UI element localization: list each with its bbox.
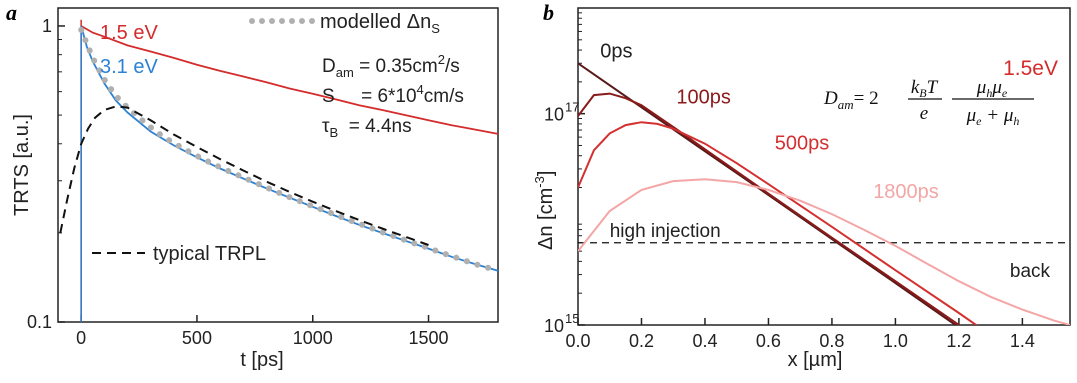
panel-b-y-tick-exponent: 15 xyxy=(565,311,579,326)
formula-frac2-den-mu1: μ xyxy=(966,105,977,126)
label-500ps: 500ps xyxy=(775,132,830,154)
panel-a-letter: a xyxy=(6,0,17,25)
panel-a-x-tick-label: 0 xyxy=(76,328,86,348)
panel-a-ticks: 0 500 1000 1500 0.1 1 xyxy=(27,16,449,348)
panel-a-x-axis-title: t [ps] xyxy=(240,349,283,371)
legend-modelled-dot xyxy=(249,18,255,24)
profile-1800ps xyxy=(578,178,1070,325)
annotation-tau-sym: τ xyxy=(322,116,330,137)
panel-b-y-tick-label: 10 xyxy=(544,316,564,336)
panel-a-frame xyxy=(57,7,499,323)
formula-frac2-den-sub1: e xyxy=(976,114,982,128)
legend-modelled-dot xyxy=(289,18,295,24)
panel-a-y-axis-title: TRTS [a.u.] xyxy=(11,114,33,216)
panel-a-y-tick-label: 1 xyxy=(42,16,52,36)
panel-a-x-tick-label: 1000 xyxy=(293,328,333,348)
label-back: back xyxy=(1010,261,1051,282)
panel-b-y-axis-title-main: Δn [cm xyxy=(535,188,557,250)
formula-frac2-num-mu2: μ xyxy=(991,77,1002,98)
formula-frac1-num-sub: B xyxy=(919,86,927,100)
formula-frac1-num-k: k xyxy=(911,77,920,98)
panel-b-y-axis-title-sup: -3 xyxy=(532,176,547,188)
panel-b-y-axis-title-tail: ] xyxy=(535,171,557,177)
panel-b-series: 0ps 100ps 500ps 1800ps high injection xyxy=(578,41,1070,325)
panel-b-x-tick-label: 0.8 xyxy=(819,331,844,351)
panel-b-x-tick-label: 1.4 xyxy=(1010,331,1035,351)
panel-b-frame xyxy=(577,7,1071,326)
formula-lhs-sub: am xyxy=(838,97,854,112)
formula-frac2-den: μe + μh xyxy=(966,105,1020,128)
legend-modelled-sub: S xyxy=(431,21,440,36)
panel-a-series xyxy=(59,19,501,322)
label-1800ps: 1800ps xyxy=(873,181,939,203)
panel-b-letter: b xyxy=(543,0,554,25)
panel-b-y-tick-exponent: 17 xyxy=(565,100,579,115)
diffusion-formula: Dam= 2 kBT e μhμe μe + μh xyxy=(823,77,1034,128)
formula-frac2-den-sub2: h xyxy=(1013,114,1019,128)
formula-lhs-d: D xyxy=(823,88,838,109)
annotation-tau: τB = 4.4ns xyxy=(322,116,412,140)
panel-b-curves xyxy=(578,62,1070,325)
legend-modelled-main: modelled Δn xyxy=(320,11,431,33)
formula-frac2-num: μhμe xyxy=(976,77,1008,100)
legend-modelled-dot xyxy=(279,18,285,24)
annotation-d-am: Dam = 0.35cm2/s xyxy=(322,52,460,80)
formula-frac2-den-mid: + μ xyxy=(982,105,1014,126)
annotation-s-unit: cm/s xyxy=(424,86,464,107)
formula-lhs: Dam= 2 xyxy=(823,88,879,112)
legend-modelled-dot xyxy=(269,18,275,24)
label-100ps: 100ps xyxy=(676,86,731,108)
formula-frac2-num-sub2: e xyxy=(1002,86,1008,100)
annotation-d-am-unit: /s xyxy=(445,56,460,77)
annotation-d-am-sup: 2 xyxy=(438,52,445,67)
formula-frac2-num-sub1: h xyxy=(986,86,992,100)
panel-b-y-axis-title: Δn [cm-3] xyxy=(532,171,557,250)
annotation-s: S = 6*104cm/s xyxy=(322,82,464,107)
legend-typical-trpl: typical TRPL xyxy=(153,243,266,265)
label-high-injection: high injection xyxy=(610,221,721,242)
annotation-tau-value: = 4.4ns xyxy=(338,116,411,137)
panel-b-y-tick-label: 10 xyxy=(544,105,564,125)
legend-3p1ev: 3.1 eV xyxy=(100,56,158,78)
label-0ps: 0ps xyxy=(600,41,632,63)
panel-b-x-tick-label: 1.2 xyxy=(946,331,971,351)
legend-modelled-dot xyxy=(309,18,315,24)
profile-500ps xyxy=(578,121,978,325)
panel-b-x-axis-title: x [µm] xyxy=(788,349,843,371)
formula-frac1-den: e xyxy=(920,103,928,124)
legend-modelled: modelled ΔnS xyxy=(320,11,440,36)
legend-modelled-dot xyxy=(299,18,305,24)
annotation-d-am-value: = 0.35cm xyxy=(354,56,438,77)
series-modelled xyxy=(78,26,501,274)
formula-eq: = 2 xyxy=(854,88,879,109)
panel-b-x-tick-label: 0.2 xyxy=(629,331,654,351)
panel-a-x-tick-label: 500 xyxy=(182,328,212,348)
profile-100ps xyxy=(578,92,961,325)
panel-b-x-tick-label: 1.0 xyxy=(883,331,908,351)
legend-modelled-key xyxy=(249,18,315,24)
annotation-s-main: S = 6*10 xyxy=(322,86,417,107)
panel-a-x-tick-label: 1500 xyxy=(409,328,449,348)
series-1p5ev xyxy=(80,25,499,135)
panel-b-x-tick-label: 0.6 xyxy=(756,331,781,351)
formula-frac2-num-mu1: μ xyxy=(976,77,987,98)
legend-modelled-dot xyxy=(259,18,265,24)
annotation-s-sup: 4 xyxy=(417,82,424,97)
panel-a: a 0 500 1000 1500 0.1 1 t [ps] TRTS [a.u.] 1.… xyxy=(6,0,501,371)
panel-b-x-tick-label: 0.4 xyxy=(692,331,717,351)
panel-a-y-tick-label: 0.1 xyxy=(27,312,52,332)
panel-b-x-tick-label: 0.0 xyxy=(565,331,590,351)
annotation-d-am-d: D xyxy=(322,56,336,77)
formula-frac1-num-tail: T xyxy=(927,77,939,98)
formula-frac1-num: kBT xyxy=(911,77,939,100)
profile-0ps xyxy=(578,62,958,325)
annotation-tau-sub: B xyxy=(330,125,339,140)
panel-b-title: 1.5eV xyxy=(1003,57,1058,80)
annotation-d-am-sub: am xyxy=(336,65,354,80)
legend-1p5ev: 1.5 eV xyxy=(100,22,158,44)
